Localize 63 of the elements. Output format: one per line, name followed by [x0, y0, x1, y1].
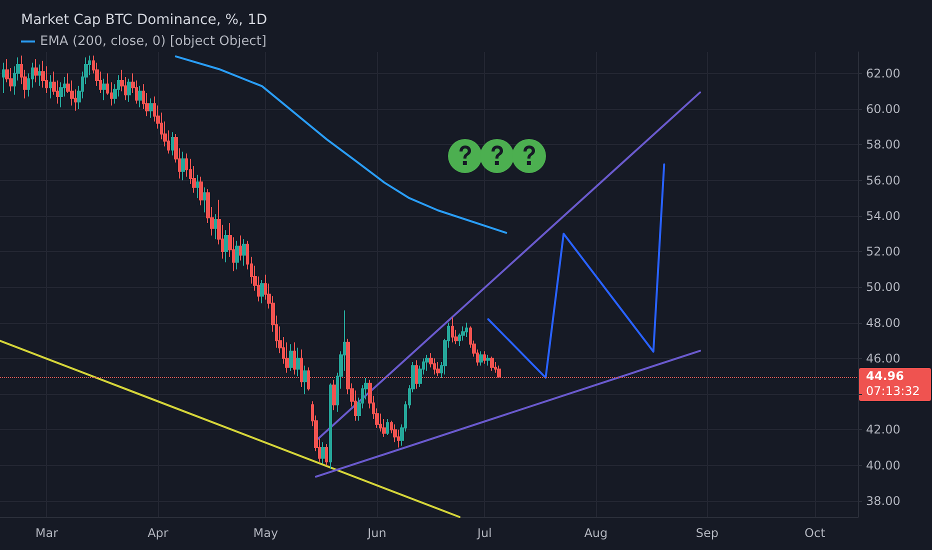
- x-tick-label: Aug: [584, 526, 608, 540]
- x-tick-label: Jun: [366, 526, 386, 540]
- candlestick: [2, 62, 5, 94]
- candlestick: [325, 443, 328, 466]
- candlestick: [224, 230, 228, 263]
- y-tick-label: 54.00: [866, 208, 900, 223]
- candlestick: [289, 344, 293, 372]
- candlestick: [490, 356, 494, 372]
- candlestick: [181, 151, 185, 181]
- candlestick: [436, 362, 440, 377]
- y-tick-label: 60.00: [866, 102, 900, 116]
- y-tick-label: 42.00: [866, 422, 900, 437]
- line-series: [487, 163, 666, 379]
- candlestick: [149, 98, 153, 118]
- candlestick: [239, 235, 242, 261]
- legend-label: EMA (200, close, 0) [object Object]: [40, 34, 267, 49]
- x-tick-label: Mar: [35, 526, 58, 540]
- candlestick: [102, 78, 106, 101]
- candlestick: [483, 350, 486, 364]
- candlestick: [34, 58, 38, 83]
- candlestick: [38, 64, 41, 86]
- candlestick: [293, 342, 296, 375]
- text: 07:13:32: [866, 384, 920, 398]
- line-series: [174, 55, 508, 234]
- y-tick-label: 56.00: [866, 173, 900, 188]
- candlestick: [486, 354, 490, 366]
- candlestick: [171, 132, 174, 156]
- candlestick: [479, 350, 483, 366]
- candlestick: [199, 176, 203, 206]
- x-tick-label: May: [253, 526, 278, 540]
- ref-line-label: 44.96: [866, 368, 904, 383]
- candlestick: [203, 186, 206, 213]
- candlestick: [127, 78, 131, 102]
- y-tick-label: 48.00: [866, 316, 900, 330]
- y-tick-label: 38.00: [866, 494, 900, 508]
- candlestick: [321, 442, 325, 464]
- candlestick: [425, 354, 429, 372]
- candlestick: [49, 74, 52, 99]
- y-tick-label: 46.00: [866, 351, 900, 366]
- y-tick-label: 58.00: [866, 138, 900, 152]
- candlestick: [415, 360, 418, 390]
- candlestick: [196, 174, 199, 199]
- x-tick-label: Sep: [696, 526, 719, 540]
- x-tick-label: Oct: [804, 526, 826, 540]
- chart-title: Market Cap BTC Dominance, %, 1D: [21, 12, 268, 28]
- x-tick-label: Apr: [148, 526, 168, 540]
- candlestick: [386, 418, 389, 436]
- candlestick: [332, 379, 336, 411]
- candlestick: [329, 382, 332, 470]
- y-tick-label: 40.00: [866, 458, 900, 472]
- y-tick-label: 50.00: [866, 280, 900, 294]
- candlestick: [451, 316, 454, 343]
- candlestick: [242, 238, 246, 266]
- candlestick: [296, 347, 300, 377]
- x-tick-label: Jul: [476, 526, 492, 540]
- candlestick: [235, 240, 239, 270]
- candlestick: [465, 322, 468, 338]
- y-tick-label: 62.00: [866, 66, 900, 80]
- candlestick: [260, 280, 264, 304]
- candlestick: [303, 365, 307, 395]
- candlestick: [138, 85, 142, 108]
- y-tick-label: 52.00: [866, 244, 900, 259]
- candlestick: [214, 214, 217, 240]
